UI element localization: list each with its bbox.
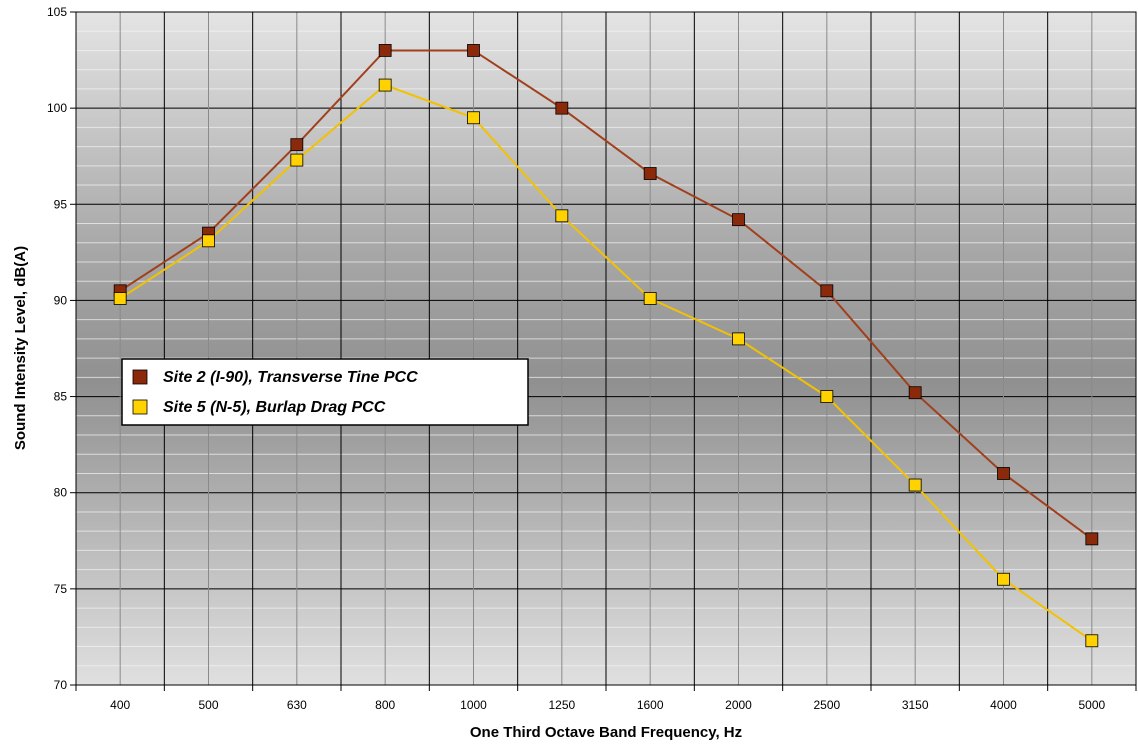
x-tick-label: 1600	[637, 698, 664, 712]
y-tick-label: 100	[47, 101, 67, 115]
series-1-point	[378, 78, 392, 92]
y-axis: 70 75 80 85 90 95 100 105	[47, 5, 76, 692]
x-tick-label: 630	[287, 698, 307, 712]
y-tick-label: 75	[54, 582, 68, 596]
series-0-point	[997, 467, 1010, 480]
legend-marker-site-5	[132, 399, 148, 415]
x-tick-label: 3150	[902, 698, 929, 712]
x-tick-label: 2000	[725, 698, 752, 712]
series-0-point	[378, 44, 392, 57]
y-tick-label: 105	[47, 5, 67, 19]
series-line-0	[119, 49, 1093, 540]
y-tick-label: 90	[54, 293, 68, 307]
series-1-point	[113, 292, 127, 305]
x-tick-label: 500	[198, 698, 218, 712]
series-0-point	[467, 44, 480, 57]
y-tick-label: 80	[54, 486, 68, 500]
series-1-point	[290, 153, 304, 167]
x-tick-label: 400	[110, 698, 130, 712]
legend-box	[121, 358, 529, 426]
series-1-point	[908, 478, 922, 492]
series-1-point	[820, 390, 834, 403]
x-tick-label: 2500	[813, 698, 840, 712]
series-1-point	[732, 332, 745, 346]
x-tick-label: 4000	[990, 698, 1017, 712]
y-tick-label: 95	[54, 197, 68, 211]
series-0-point	[290, 138, 304, 152]
series-layer	[113, 44, 1099, 648]
y-tick-label: 85	[54, 390, 68, 404]
legend-label-site-2: Site 2 (I-90), Transverse Tine PCC	[163, 369, 418, 386]
series-1-point	[467, 111, 480, 125]
series-0-point	[908, 386, 922, 400]
legend-label-site-5: Site 5 (N-5), Burlap Drag PCC	[163, 399, 386, 416]
x-axis: 400 500 630 800 1000 1250 1600 2000 2500 3150 4000…	[75, 685, 1137, 712]
x-tick-label: 800	[375, 698, 395, 712]
y-tick-label: 70	[54, 678, 68, 692]
category-gridlines	[119, 12, 1093, 685]
series-1-point	[1085, 634, 1099, 648]
series-0-point	[732, 213, 745, 227]
series-1-point	[555, 209, 569, 223]
x-tick-label: 1250	[548, 698, 575, 712]
legend-marker-site-2	[132, 369, 148, 385]
x-axis-title: One Third Octave Band Frequency, Hz	[470, 724, 742, 741]
series-0-point	[820, 284, 834, 298]
y-axis-title: Sound Intensity Level, dB(A)	[12, 246, 29, 450]
series-1-point	[997, 572, 1010, 586]
series-1-point	[202, 234, 215, 248]
x-tick-label: 1000	[460, 698, 487, 712]
series-1-point	[643, 292, 657, 305]
series-line-1	[119, 83, 1093, 642]
x-tick-label: 5000	[1078, 698, 1105, 712]
series-0-point	[555, 101, 569, 115]
legend: Site 2 (I-90), Transverse Tine PCC Site …	[121, 358, 529, 426]
series-0-point	[1085, 532, 1099, 546]
series-0-point	[643, 167, 657, 180]
